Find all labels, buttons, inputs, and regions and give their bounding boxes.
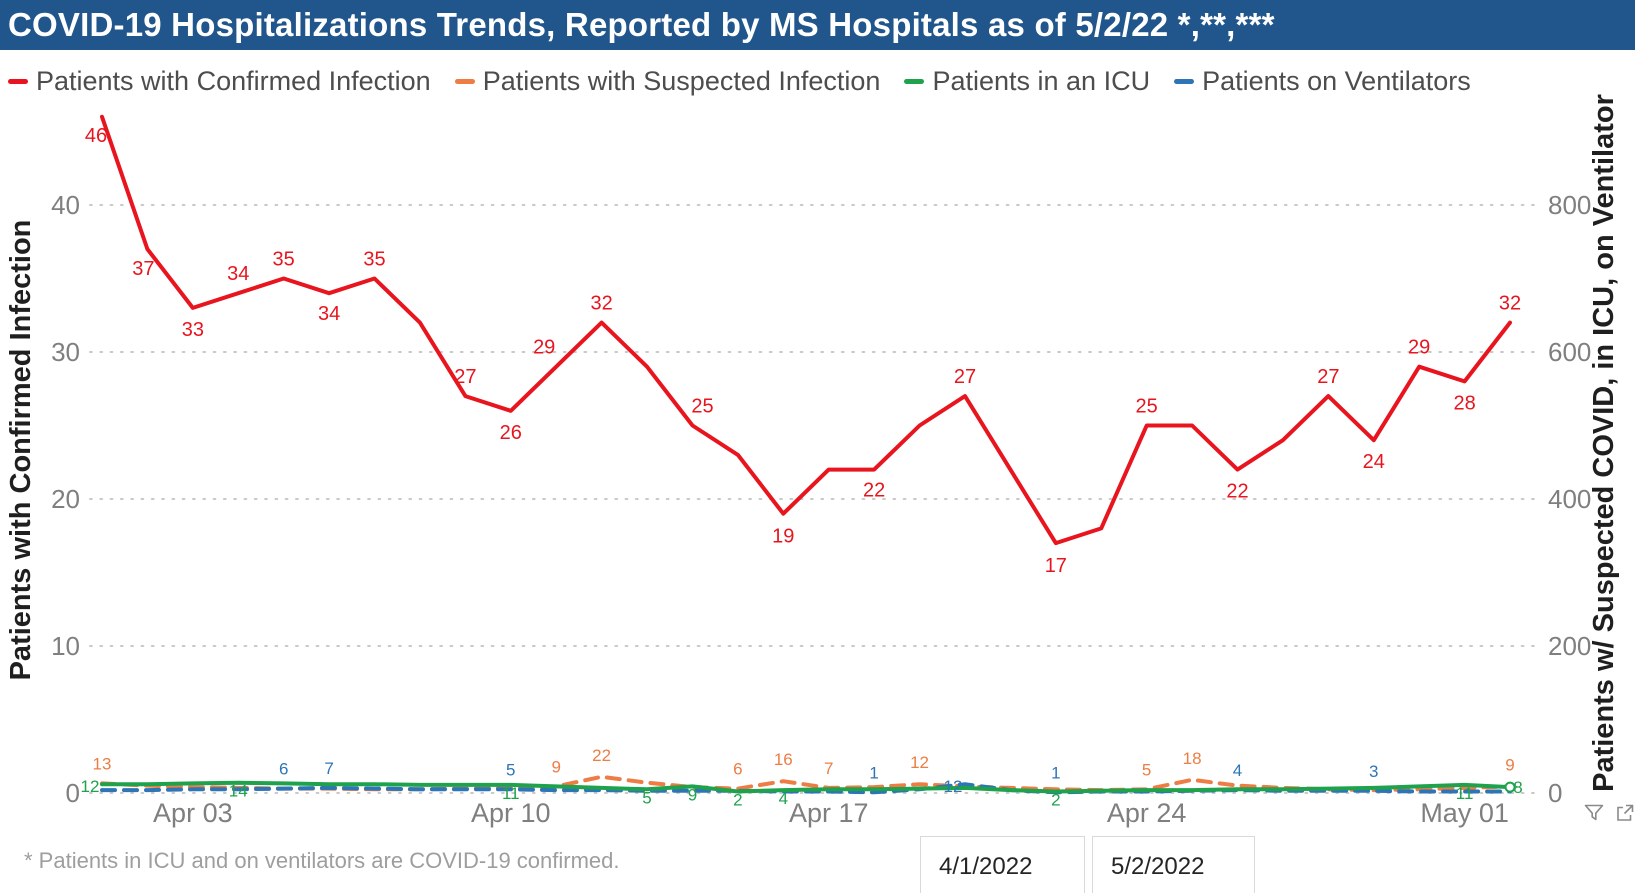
left-axis-tick-label: 40 (51, 190, 80, 220)
legend-item-0[interactable]: Patients with Confirmed Infection (8, 66, 431, 97)
data-label-series-0: 35 (273, 249, 295, 271)
data-label-series-1: 16 (774, 750, 793, 769)
data-label-series-1: 7 (824, 759, 833, 778)
right-axis-tick-label: 200 (1548, 631, 1591, 661)
legend-item-2[interactable]: Patients in an ICU (904, 66, 1150, 97)
data-label-series-0: 29 (533, 337, 555, 359)
data-label-series-0: 37 (132, 258, 154, 280)
legend-label: Patients with Suspected Infection (482, 65, 881, 96)
right-axis-title: Patients w/ Suspected COVID, in ICU, on … (1588, 94, 1620, 792)
data-label-series-0: 29 (1408, 337, 1430, 359)
date-slicer-end[interactable]: 5/2/2022 (1092, 836, 1255, 893)
data-label-series-3: 7 (324, 759, 333, 778)
data-label-series-0: 27 (1317, 366, 1339, 388)
report-title-bar: COVID-19 Hospitalizations Trends, Report… (0, 0, 1635, 50)
legend-label: Patients with Confirmed Infection (36, 65, 431, 96)
data-label-series-0: 35 (363, 249, 385, 271)
series-line-0[interactable] (100, 114, 1512, 546)
data-label-series-0: 25 (1136, 396, 1158, 418)
left-axis-tick-label: 0 (66, 778, 80, 808)
data-label-series-3: 4 (1233, 761, 1242, 780)
data-label-series-0: 46 (85, 125, 107, 147)
x-axis-tick-label: May 01 (1420, 798, 1509, 828)
data-label-series-3: 5 (506, 760, 515, 779)
data-label-series-0: 25 (691, 396, 713, 418)
data-label-series-2: 14 (229, 782, 248, 801)
legend-item-3[interactable]: Patients on Ventilators (1174, 66, 1471, 97)
data-label-series-0: 22 (1226, 481, 1248, 503)
data-label-series-1: 13 (93, 754, 112, 773)
data-label-series-0: 27 (454, 366, 476, 388)
data-label-series-1: 6 (733, 760, 742, 779)
legend-marker-icon (454, 78, 475, 84)
data-label-series-2: 12 (81, 777, 100, 796)
data-label-series-0: 22 (863, 480, 885, 502)
footnote: * Patients in ICU and on ventilators are… (24, 848, 620, 873)
data-label-series-3: 1 (1051, 763, 1060, 782)
series-line-2[interactable] (100, 780, 1512, 794)
data-label-series-1: 5 (1142, 760, 1151, 779)
date-slicer-start[interactable]: 4/1/2022 (920, 836, 1085, 893)
x-axis-tick-label: Apr 24 (1107, 798, 1187, 828)
data-label-series-3: 12 (944, 777, 963, 796)
right-axis-tick-label: 600 (1548, 337, 1591, 367)
data-label-series-1: 22 (592, 746, 611, 765)
data-label-series-0: 34 (318, 303, 340, 325)
left-axis-title: Patients with Confirmed Infection (5, 220, 37, 681)
data-label-series-2: 11 (1456, 784, 1474, 803)
data-label-series-2: 2 (1051, 791, 1060, 810)
popout-icon[interactable] (1616, 804, 1634, 822)
data-label-series-2: 2 (733, 791, 742, 810)
filter-icon[interactable] (1584, 804, 1604, 822)
data-label-series-0: 27 (954, 366, 976, 388)
x-axis-tick-label: Apr 17 (789, 798, 869, 828)
data-label-series-0: 19 (772, 526, 794, 548)
left-axis-tick-label: 20 (51, 484, 80, 514)
data-label-series-1: 9 (1505, 755, 1514, 774)
visual-footer-icons (1584, 804, 1634, 822)
left-axis-tick-label: 30 (51, 337, 80, 367)
x-axis-tick-label: Apr 03 (153, 798, 233, 828)
data-label-series-2: 4 (779, 789, 788, 808)
data-label-series-0: 17 (1045, 555, 1067, 577)
data-label-series-1: 12 (910, 753, 929, 772)
data-label-series-0: 24 (1363, 451, 1385, 473)
data-label-series-2: 11 (502, 784, 520, 803)
right-axis-tick-label: 0 (1548, 778, 1562, 808)
data-label-series-0: 26 (500, 422, 522, 444)
data-label-series-2: 5 (642, 788, 651, 807)
data-label-series-3: 6 (279, 760, 288, 779)
data-label-series-2: 8 (1513, 778, 1522, 797)
data-label-series-0: 32 (1499, 293, 1521, 315)
legend-label: Patients on Ventilators (1202, 65, 1471, 96)
data-label-series-1: 9 (551, 757, 560, 776)
left-axis-tick-label: 10 (51, 631, 80, 661)
legend-marker-icon (904, 78, 925, 84)
legend-label: Patients in an ICU (932, 65, 1151, 96)
report-title: COVID-19 Hospitalizations Trends, Report… (8, 6, 1275, 43)
right-axis-tick-label: 800 (1548, 190, 1591, 220)
data-label-series-3: 1 (869, 763, 878, 782)
right-axis-tick-label: 400 (1548, 484, 1591, 514)
data-label-series-0: 33 (182, 319, 204, 341)
legend-item-1[interactable]: Patients with Suspected Infection (454, 65, 881, 97)
chart-legend: Patients with Confirmed Infection Patient… (8, 60, 1471, 102)
x-axis-tick-label: Apr 10 (471, 798, 551, 828)
legend-marker-icon (8, 78, 28, 84)
data-label-series-0: 28 (1453, 392, 1475, 414)
data-label-series-3: 3 (1369, 762, 1378, 781)
data-label-series-1: 18 (1183, 749, 1202, 768)
data-label-series-0: 32 (590, 293, 612, 315)
data-label-series-0: 34 (227, 263, 249, 285)
data-label-series-2: 9 (688, 785, 697, 804)
legend-marker-icon (1174, 78, 1195, 84)
series-end-marker-icon (1504, 781, 1516, 793)
